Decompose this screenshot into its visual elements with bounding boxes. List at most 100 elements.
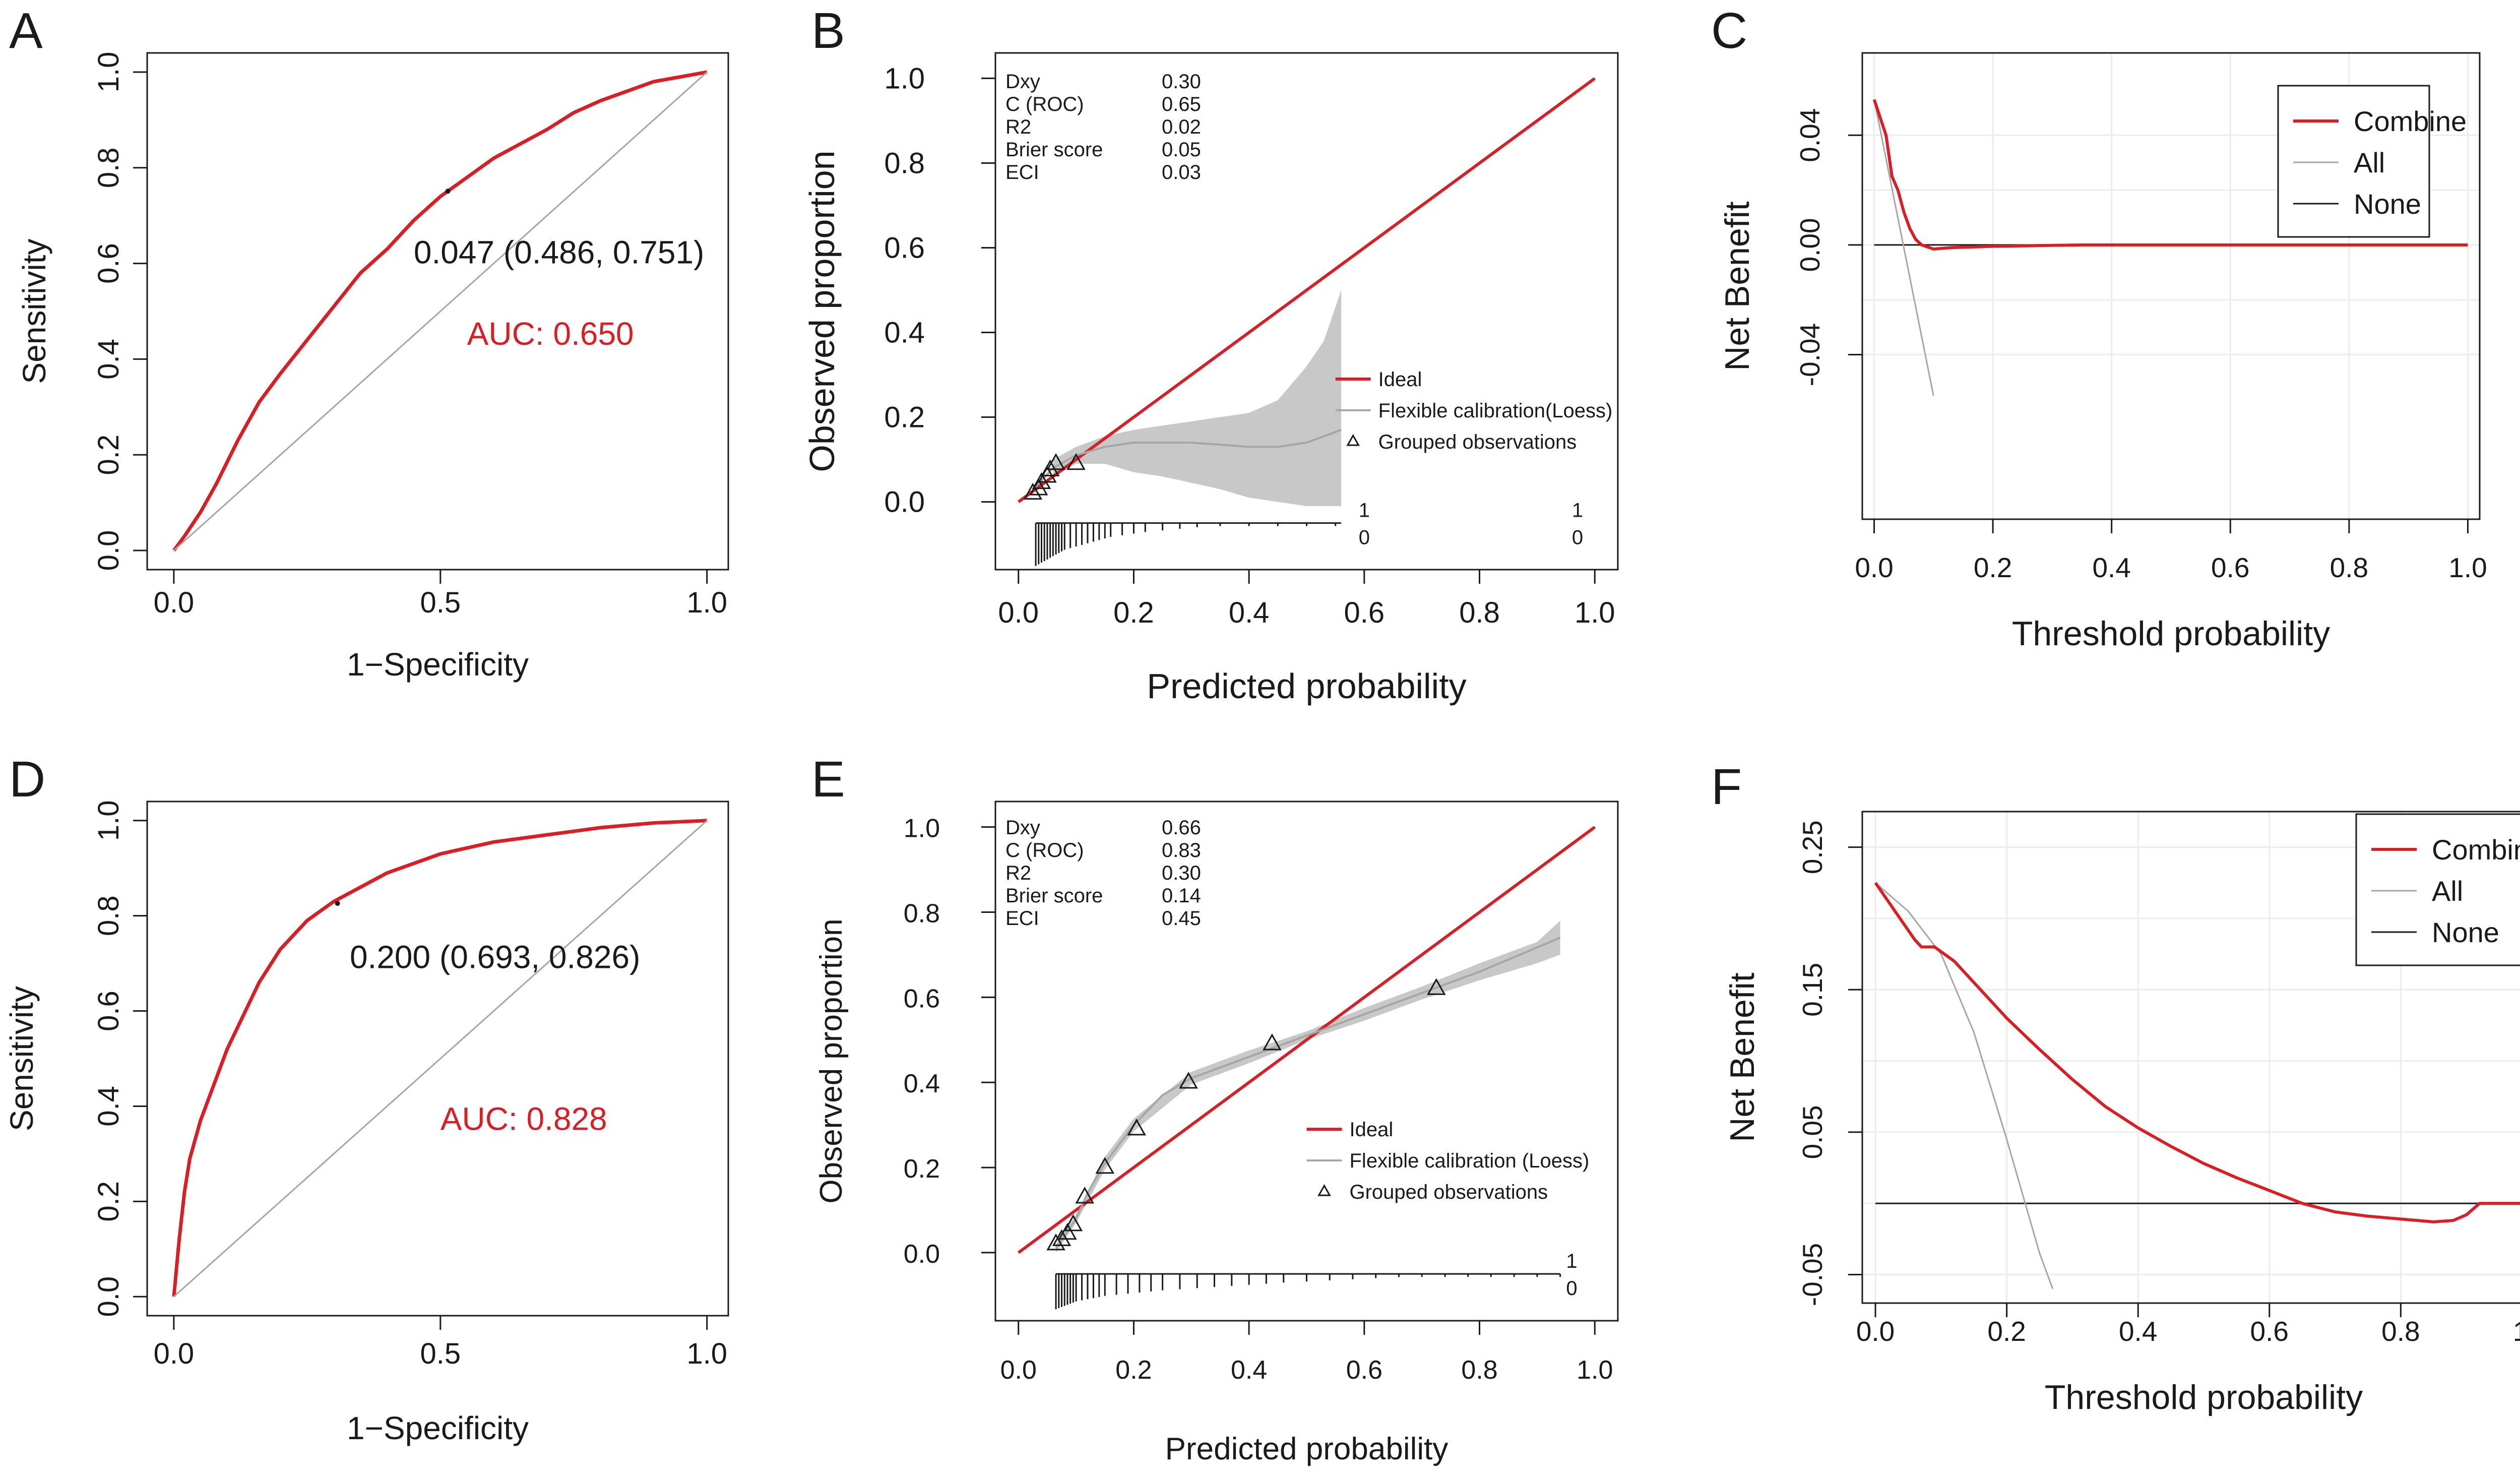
- auc-label: AUC: 0.650: [467, 316, 634, 352]
- y-tick-label: 0.6: [884, 231, 925, 264]
- roc-curve: [172, 70, 708, 552]
- legend-label: Flexible calibration(Loess): [1378, 400, 1613, 422]
- y-tick-label: 0.6: [92, 243, 125, 284]
- panel-letter: D: [9, 751, 45, 808]
- panel-letter: B: [811, 3, 845, 59]
- x-tick-label: 1.0: [686, 1337, 727, 1370]
- x-tick-label: 0.4: [2092, 552, 2130, 583]
- stat-value: 0.65: [1162, 93, 1201, 115]
- stat-label: Dxy: [1005, 71, 1040, 93]
- y-axis-label: Net Benefit: [1723, 972, 1761, 1142]
- panel-b: B 0.0 0.2 0.4 0.6 0.8 1.0 0.0 0.2 0.4 0.6 0.8 1.0 Pre…: [802, 3, 1619, 706]
- panel-e: E 0.0 0.2 0.4 0.6 0.8 1.0 0.0 0.2 0.4 0.6 0.8 1.0 Pre…: [811, 751, 1619, 1466]
- y-axis-label: Sensitivity: [4, 986, 40, 1131]
- panel-d: D 0.0 0.5 1.0 0.0 0.2 0.4 0.6 0.8 1.0 1−Specificit…: [4, 751, 729, 1446]
- reference-diagonal: [173, 71, 708, 551]
- grouped-observation: [1427, 978, 1446, 995]
- panel-letter: F: [1711, 759, 1742, 815]
- stat-label: Brier score: [1005, 885, 1103, 907]
- y-tick-label: 0.6: [92, 991, 125, 1031]
- series-combine: [1874, 882, 2520, 1223]
- loess-curve: [1055, 937, 1561, 1249]
- legend-label: Ideal: [1350, 1119, 1394, 1141]
- y-tick-label: 0.0: [884, 486, 925, 519]
- legend-box: [2277, 85, 2430, 238]
- grouped-observation: [1066, 453, 1086, 470]
- x-axis-label: Predicted probability: [1165, 1432, 1448, 1466]
- stat-value: 0.30: [1162, 862, 1201, 884]
- panel-letter: E: [811, 751, 845, 808]
- grouped-observation: [1127, 1119, 1146, 1136]
- y-tick-label: 1.0: [904, 814, 940, 843]
- stat-label: C (ROC): [1005, 93, 1084, 115]
- y-tick-label: 0.15: [1797, 963, 1828, 1017]
- confidence-band: [1056, 920, 1560, 1253]
- x-tick-label: 0.0: [1000, 1356, 1037, 1385]
- auc-label: AUC: 0.828: [440, 1101, 607, 1137]
- stat-label: R2: [1005, 862, 1031, 884]
- confidence-band: [1053, 290, 1342, 506]
- y-tick-label: 0.2: [904, 1154, 940, 1184]
- ideal-line: [1017, 77, 1596, 504]
- y-tick-label: 0.0: [92, 530, 125, 571]
- rug-label-1: 1: [1359, 500, 1370, 522]
- ideal-line: [1017, 826, 1596, 1254]
- x-tick-label: 0.0: [1855, 552, 1893, 583]
- x-tick-label: 0.0: [154, 1337, 195, 1370]
- roc-curve: [172, 819, 707, 1297]
- legend-label: None: [2432, 916, 2499, 948]
- plot-frame: [146, 52, 729, 571]
- x-tick-label: 0.8: [2381, 1316, 2420, 1347]
- y-tick-label: 0.2: [92, 435, 125, 475]
- legend-swatch-grouped: [1346, 434, 1360, 446]
- x-tick-label: 0.0: [154, 586, 195, 619]
- legend-label: Grouped observations: [1350, 1181, 1548, 1203]
- y-tick-label: 1.0: [884, 62, 925, 95]
- x-tick-label: 0.4: [1229, 596, 1270, 629]
- x-tick-label: 0.8: [1461, 1356, 1497, 1385]
- x-tick-label: 0.0: [1856, 1316, 1895, 1347]
- x-tick-label: 1.0: [2448, 552, 2487, 583]
- y-tick-label: 1.0: [92, 52, 125, 93]
- legend-box: [2355, 813, 2520, 966]
- x-tick-label: 0.8: [1459, 596, 1500, 629]
- grouped-observation: [1095, 1157, 1115, 1174]
- y-tick-label: -0.05: [1797, 1243, 1828, 1306]
- stat-value: 0.03: [1162, 161, 1201, 183]
- x-tick-label: 0.6: [2211, 552, 2249, 583]
- threshold-label: 0.047 (0.486, 0.751): [414, 234, 704, 271]
- stat-label: ECI: [1005, 161, 1039, 183]
- y-tick-label: 0.4: [884, 317, 925, 349]
- grouped-observation: [1046, 453, 1065, 470]
- legend-label: Flexible calibration (Loess): [1350, 1150, 1590, 1172]
- x-tick-label: 0.4: [2119, 1316, 2157, 1347]
- series-combine: [1872, 99, 2468, 251]
- y-axis-label: Observed proportion: [802, 150, 842, 472]
- stat-value: 0.05: [1162, 139, 1201, 161]
- panel-letter: A: [9, 3, 43, 59]
- y-tick-label: 0.2: [92, 1181, 125, 1222]
- reference-diagonal: [173, 820, 708, 1298]
- x-tick-label: 1.0: [2513, 1316, 2520, 1347]
- panel-letter: C: [1711, 3, 1747, 59]
- threshold-point: [335, 901, 340, 906]
- grouped-observation: [1058, 1222, 1077, 1240]
- grouped-observation: [1179, 1072, 1198, 1089]
- grouped-observation: [1032, 472, 1051, 489]
- x-tick-label: 0.2: [1115, 1356, 1152, 1385]
- y-tick-label: 0.8: [904, 899, 940, 929]
- x-tick-label: 0.6: [1344, 596, 1385, 629]
- stat-value: 0.14: [1162, 885, 1201, 907]
- x-tick-label: 1.0: [1577, 1356, 1613, 1385]
- plot-frame: [146, 800, 729, 1317]
- grouped-observation: [1263, 1033, 1282, 1051]
- x-tick-label: 0.2: [1987, 1316, 2026, 1347]
- stat-label: Brier score: [1005, 139, 1103, 161]
- stat-value: 0.66: [1162, 817, 1201, 839]
- x-tick-label: 0.5: [420, 586, 461, 619]
- stat-value: 0.30: [1162, 71, 1201, 93]
- x-tick-label: 1.0: [686, 586, 727, 619]
- x-tick-label: 0.6: [2250, 1316, 2289, 1347]
- grouped-observation: [1040, 459, 1060, 476]
